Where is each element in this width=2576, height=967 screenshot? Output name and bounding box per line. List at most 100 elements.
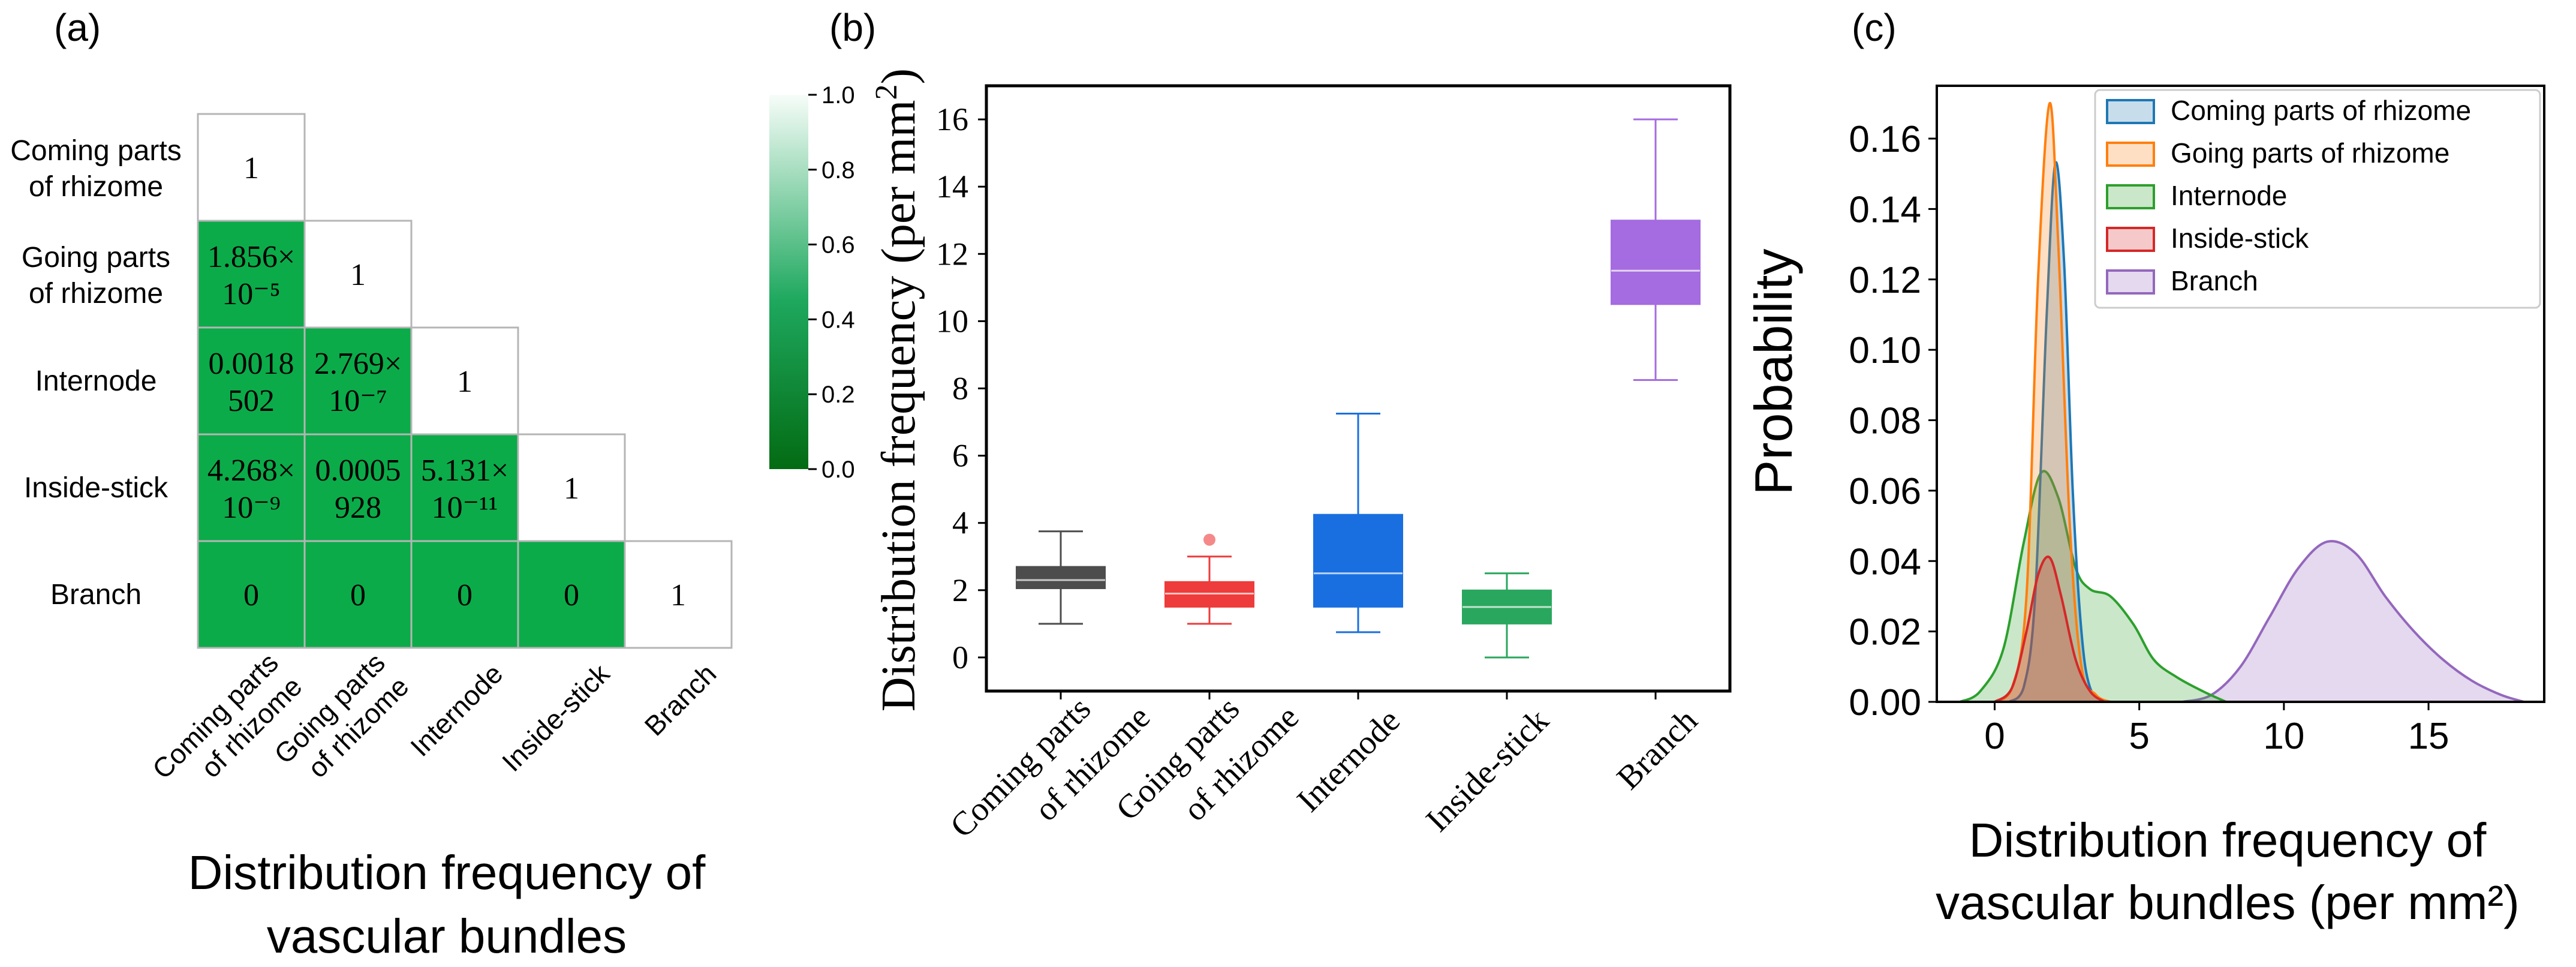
kde-y-tick-label: 0.14 bbox=[1849, 189, 1921, 230]
heatmap-cell-value: 0 bbox=[564, 578, 579, 612]
kde-x-ticks: 0 5 10 15 bbox=[1984, 702, 2449, 757]
boxplot-box-group bbox=[1313, 413, 1403, 699]
kde-y-tick-label: 0.16 bbox=[1849, 119, 1921, 160]
heatmap-row-label: Inside-stick bbox=[24, 472, 168, 504]
colorbar-tick-label: 0.0 bbox=[821, 457, 855, 483]
heatmap-cell-value: 502 bbox=[228, 384, 275, 418]
kde-area bbox=[2182, 540, 2524, 703]
heatmap-col-label: Internode bbox=[404, 658, 508, 762]
heatmap-cell bbox=[197, 540, 306, 649]
heatmap-cell bbox=[517, 433, 626, 542]
boxplot-box bbox=[1016, 566, 1106, 590]
heatmap-cell bbox=[303, 540, 413, 649]
kde-legend-swatch bbox=[2106, 184, 2155, 209]
colorbar bbox=[769, 95, 808, 469]
kde-y-tick-label: 0.06 bbox=[1849, 471, 1921, 512]
heatmap-title-line-1: Distribution frequency of bbox=[188, 846, 706, 899]
heatmap-cell-value: 2.769× bbox=[314, 347, 402, 381]
boxplot-y-tick-label: 8 bbox=[952, 371, 968, 407]
boxplot-y-tick-label: 0 bbox=[952, 639, 968, 675]
heatmap-cell-value: 0 bbox=[243, 578, 259, 612]
colorbar-tick-label: 0.4 bbox=[821, 307, 855, 333]
boxplot-x-label: Internode bbox=[1290, 702, 1407, 819]
boxplot-box-group bbox=[1016, 530, 1106, 699]
heatmap-row-label: Internode bbox=[35, 365, 157, 397]
kde-legend-swatch bbox=[2106, 269, 2155, 295]
boxplot-x-label: Branch bbox=[1610, 702, 1705, 797]
heatmap-cell-value: 1 bbox=[243, 151, 259, 185]
panel-b-label: (b) bbox=[829, 6, 876, 49]
kde-legend-label: Inside-stick bbox=[2171, 223, 2309, 254]
heatmap-row-label: Going parts bbox=[22, 242, 170, 274]
boxplot-box bbox=[1313, 513, 1403, 608]
heatmap-row-label: of rhizome bbox=[29, 278, 163, 310]
boxplot-boxes bbox=[1016, 118, 1701, 699]
heatmap-cell bbox=[517, 540, 626, 649]
boxplot-x-label-line: Inside-stick bbox=[1419, 702, 1556, 839]
heatmap-cell-value: 5.131× bbox=[421, 454, 508, 488]
heatmap-cell-value: 1 bbox=[457, 365, 473, 399]
heatmap-cell bbox=[197, 433, 306, 542]
kde-area bbox=[1991, 102, 2111, 703]
heatmap-cell bbox=[303, 220, 413, 329]
kde-y-tick-label: 0.08 bbox=[1849, 401, 1921, 442]
boxplot-outlier bbox=[1203, 533, 1215, 546]
boxplot-y-axis-label-end: ) bbox=[872, 68, 925, 85]
heatmap-row-labels: Coming parts of rhizome Going parts of rhiz… bbox=[10, 135, 181, 611]
heatmap-col-label-line: Internode bbox=[404, 658, 508, 762]
heatmap-cell bbox=[197, 326, 306, 436]
heatmap-col-label-line: Branch bbox=[639, 658, 723, 742]
kde-area bbox=[1959, 470, 2227, 703]
heatmap-cell-value: 10⁻⁷ bbox=[329, 384, 387, 418]
heatmap-cell bbox=[410, 433, 519, 542]
heatmap-cell-value: 10⁻¹¹ bbox=[432, 491, 498, 525]
heatmap-cell-value: 0.0018 bbox=[209, 347, 294, 381]
heatmap-cell-value: 1 bbox=[564, 472, 579, 506]
heatmap-cell bbox=[197, 113, 306, 222]
boxplot-y-tick-label: 16 bbox=[936, 101, 968, 137]
heatmap-cell-value: 1 bbox=[670, 578, 686, 612]
heatmap-cells: 11.856×10⁻⁵10.00185022.769×10⁻⁷14.268×10… bbox=[197, 113, 733, 649]
heatmap-cell-value: 1 bbox=[350, 258, 366, 292]
colorbar-tick-label: 0.8 bbox=[821, 157, 855, 184]
kde-areas bbox=[1959, 102, 2524, 703]
kde-y-tick-label: 0.00 bbox=[1849, 682, 1921, 723]
boxplot-y-tick-label: 6 bbox=[952, 438, 968, 474]
colorbar-ticks: 0.0 0.2 0.4 0.6 0.8 1.0 bbox=[808, 82, 855, 483]
heatmap-col-label: Branch bbox=[639, 658, 723, 742]
kde-area bbox=[1991, 555, 2108, 703]
boxplot-x-label-line: Internode bbox=[1290, 702, 1407, 819]
heatmap-cell bbox=[410, 540, 519, 649]
heatmap-col-label: Inside-stick bbox=[496, 657, 616, 777]
boxplot-y-tick-label: 12 bbox=[936, 236, 968, 272]
kde-legend-swatch bbox=[2106, 99, 2155, 124]
boxplot-box-group bbox=[1611, 118, 1701, 699]
heatmap-cell-value: 928 bbox=[335, 491, 381, 525]
kde-y-axis-label: Probability bbox=[1744, 249, 1803, 495]
heatmap-cell-value: 10⁻⁹ bbox=[222, 491, 281, 525]
heatmap-cell-value: 10⁻⁵ bbox=[222, 277, 281, 311]
heatmap-cell-value: 0 bbox=[350, 578, 366, 612]
kde-legend-label: Branch bbox=[2171, 265, 2258, 296]
boxplot-y-ticks: 0 2 4 6 8 10 12 14 16 bbox=[936, 101, 986, 675]
kde-legend: Coming parts of rhizome Going parts of rh… bbox=[2094, 89, 2541, 309]
kde-y-tick-label: 0.12 bbox=[1849, 260, 1921, 301]
kde-legend-label: Internode bbox=[2171, 180, 2287, 211]
kde-legend-frame bbox=[2094, 89, 2541, 309]
boxplot-box-group bbox=[1164, 533, 1254, 699]
colorbar-tick-label: 0.2 bbox=[821, 382, 855, 408]
heatmap-row-label: of rhizome bbox=[29, 171, 163, 203]
heatmap-cell bbox=[197, 220, 306, 329]
boxplot-y-tick-label: 14 bbox=[936, 169, 968, 205]
kde-legend-label: Going parts of rhizome bbox=[2171, 137, 2449, 169]
heatmap-cell-value: 0 bbox=[457, 578, 473, 612]
kde-x-tick-label: 10 bbox=[2263, 716, 2304, 757]
panel-c-label: (c) bbox=[1852, 6, 1897, 49]
